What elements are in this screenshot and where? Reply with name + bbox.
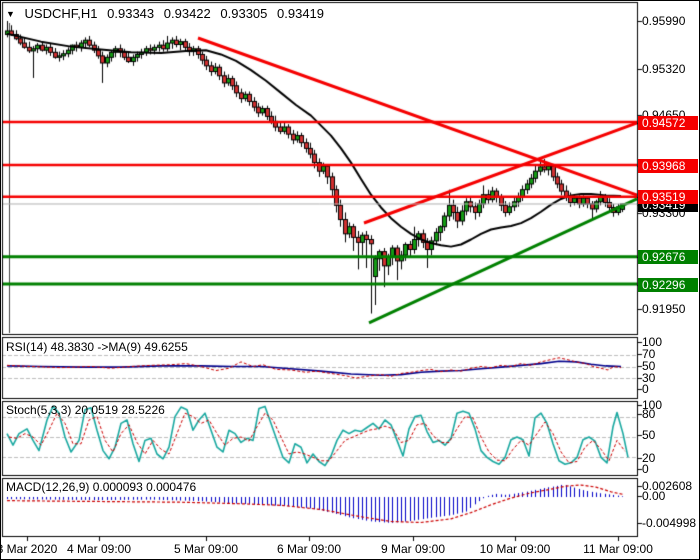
- bar-open-value: 0.93343: [107, 6, 155, 21]
- rsi-axis-label: 70: [642, 347, 656, 361]
- stoch-axis-label: 0: [642, 462, 649, 476]
- symbol-period-label: USDCHF,H1: [24, 6, 98, 21]
- stoch-axis-label: 50: [642, 428, 656, 442]
- level-price-tag: 0.92676: [638, 250, 698, 264]
- bar-close-value: 0.93419: [277, 6, 325, 21]
- stoch-axis-label: 80: [642, 407, 656, 421]
- stoch-indicator-label: Stoch(5,3,3) 20.0519 28.5226: [6, 403, 165, 417]
- rsi-axis-label: 100: [642, 335, 663, 349]
- time-axis-label: 5 Mar 09:00: [173, 542, 239, 556]
- macd-indicator-label: MACD(12,26,9) 0.000093 0.000476: [6, 480, 197, 494]
- collapse-triangle-icon[interactable]: ▼: [6, 9, 15, 19]
- rsi-axis-label: 30: [642, 371, 656, 385]
- stoch-axis-label: 100: [642, 398, 663, 412]
- macd-axis-label: 0.00: [642, 489, 666, 503]
- time-axis-label: 4 Mar 09:00: [66, 542, 132, 556]
- level-price-tag: 0.92296: [638, 278, 698, 292]
- time-axis-label: 10 Mar 09:00: [479, 542, 551, 556]
- rsi-axis-label: 50: [642, 359, 656, 373]
- time-axis-label: 9 Mar 09:00: [380, 542, 446, 556]
- level-price-tag: 0.93968: [638, 159, 698, 173]
- level-price-tag: 0.94572: [638, 116, 698, 130]
- price-grid-label: 0.95990: [642, 14, 686, 28]
- price-grid-label: 0.91950: [642, 302, 686, 316]
- bar-low-value: 0.93305: [220, 6, 268, 21]
- level-price-tag: 0.93519: [638, 190, 698, 204]
- rsi-indicator-label: RSI(14) 48.3830 ->MA(9) 49.6255: [6, 340, 188, 354]
- time-axis-label: 3 Mar 2020: [0, 542, 58, 556]
- chart-header: ▼ USDCHF,H1 0.93343 0.93422 0.93305 0.93…: [6, 6, 330, 21]
- time-axis-label: 11 Mar 09:00: [583, 542, 653, 556]
- rsi-axis-label: 0: [642, 382, 649, 396]
- time-axis-label: 6 Mar 09:00: [276, 542, 342, 556]
- macd-axis-label: -0.004998: [642, 516, 697, 530]
- price-grid-label: 0.95320: [642, 62, 686, 76]
- stoch-axis-label: 20: [642, 451, 656, 465]
- bar-high-value: 0.93422: [163, 6, 211, 21]
- macd-axis-label: 0.002608: [642, 479, 693, 493]
